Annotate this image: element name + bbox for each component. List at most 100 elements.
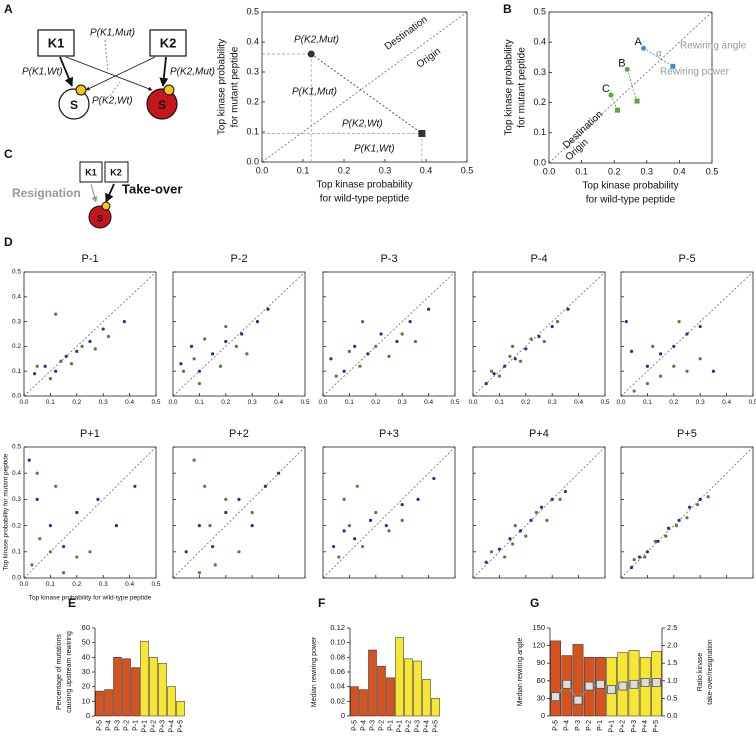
point [75, 555, 79, 559]
x-tick-label: P+1 [396, 720, 403, 733]
y2-tick-label: 1.0 [667, 676, 677, 685]
point [698, 324, 702, 329]
y-tick-label: 0.0 [246, 156, 259, 166]
arrow [90, 183, 98, 203]
point [408, 320, 412, 324]
substrate [58, 88, 90, 120]
point [379, 332, 383, 336]
panel-title: P-3 [380, 253, 397, 265]
panel-title: P+4 [529, 428, 549, 440]
point-label: A [635, 36, 643, 48]
point [197, 571, 201, 575]
point [545, 518, 549, 522]
y-tick-label: 0.2 [12, 343, 21, 350]
point [27, 458, 31, 462]
substrate-label: S [97, 213, 103, 223]
point [698, 357, 702, 361]
point [62, 544, 66, 549]
point [400, 503, 404, 507]
x-tick-label: 0.0 [19, 581, 28, 588]
point [234, 344, 238, 348]
point [706, 495, 710, 499]
bar [122, 658, 131, 717]
point [203, 337, 207, 341]
point [255, 320, 260, 324]
panel-label: F [318, 596, 325, 610]
point [529, 337, 533, 341]
point [624, 320, 628, 324]
point [518, 529, 523, 533]
y-axis-label: Percentage of mutations [56, 634, 63, 710]
point [237, 550, 241, 554]
point [534, 510, 538, 515]
x-tick-label: P-2 [123, 720, 130, 731]
y-tick-label: 0.3 [533, 67, 546, 77]
diagonal [620, 446, 754, 579]
point [197, 524, 201, 528]
y-tick-label: 20 [82, 682, 90, 691]
kinase-label: K2 [160, 35, 177, 50]
y2-tick-label: 0.0 [667, 711, 677, 720]
panel-title: P+3 [379, 428, 399, 440]
y-tick-label: 0.1 [246, 126, 259, 136]
point [670, 63, 676, 69]
ratio-point [573, 695, 583, 705]
point [347, 349, 351, 353]
point [54, 369, 58, 373]
x-tick-label: P-2 [378, 720, 385, 731]
point [266, 307, 270, 311]
annotation: P(K1,Mut) [292, 87, 337, 98]
point [64, 354, 68, 358]
point [524, 347, 528, 351]
y-tick-label: 90 [537, 658, 545, 667]
plot-frame [322, 271, 456, 397]
y-tick-label: 0.5 [533, 6, 546, 16]
y-tick-label: 0.5 [12, 444, 21, 451]
ratio-point [607, 685, 616, 694]
x-tick-label: P+5 [653, 720, 660, 733]
x-tick-label: P+2 [150, 720, 157, 733]
x-tick-label: 0.5 [151, 399, 160, 406]
point [75, 510, 79, 515]
bar [350, 686, 359, 717]
y-tick-label: 0.2 [246, 96, 259, 106]
y-axis-label: Median rewiring power [311, 636, 318, 707]
point [203, 484, 207, 488]
y-tick-label: 0 [541, 711, 545, 720]
point [211, 544, 215, 549]
point [75, 349, 79, 353]
point [674, 524, 679, 528]
point [54, 484, 58, 488]
rewiring-vector [626, 69, 638, 102]
point [413, 339, 417, 344]
kinase-label: K1 [48, 35, 65, 50]
point [432, 476, 436, 481]
substrate [146, 88, 178, 120]
annotation: P(K2,Wt) [342, 119, 383, 130]
annotation: Destination [383, 14, 430, 52]
y-tick-label: 30 [82, 667, 90, 676]
x-tick-label: 0.4 [673, 166, 686, 176]
x-tick-label: 0.3 [99, 399, 108, 406]
diagonal [472, 271, 606, 397]
x-tick-label: 0.2 [521, 399, 530, 406]
point [331, 544, 336, 549]
x-tick-label: 0.2 [72, 399, 81, 406]
kinase-box [37, 29, 75, 57]
point [353, 537, 357, 541]
point [30, 563, 34, 567]
panel-title: P+2 [229, 428, 249, 440]
rewiring-vector [643, 47, 674, 67]
panel-label: A [4, 2, 13, 16]
bar [386, 677, 395, 717]
kinase-box [79, 161, 103, 183]
y-tick-label: 150 [532, 623, 545, 632]
point [277, 471, 281, 475]
point [400, 332, 404, 336]
x-tick-label: 0.5 [748, 399, 756, 406]
leader [109, 81, 121, 97]
y-tick-label: 10 [82, 696, 90, 705]
y-tick-label: 0.3 [246, 66, 259, 76]
y-tick-label: 0.0 [12, 393, 21, 400]
point [374, 344, 378, 348]
